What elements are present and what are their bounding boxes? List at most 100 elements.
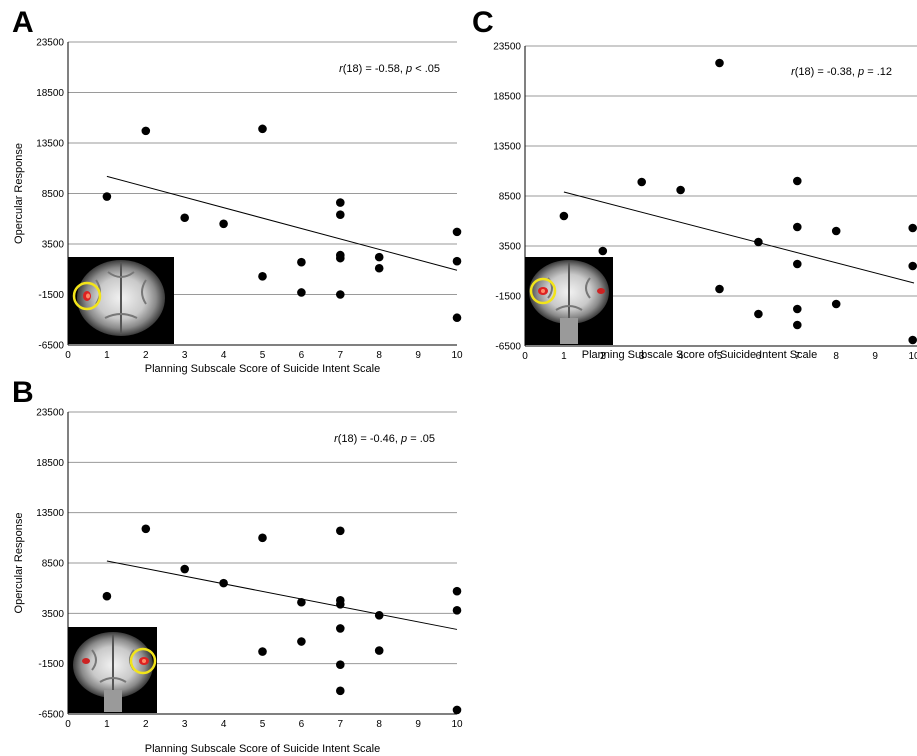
x-tick-label: 4	[221, 350, 227, 361]
x-tick-label: 2	[600, 351, 606, 362]
x-tick-label: 2	[143, 350, 149, 361]
data-point	[336, 599, 345, 609]
data-point	[754, 237, 763, 247]
data-point	[908, 335, 917, 345]
data-point	[141, 126, 151, 136]
data-point	[452, 227, 462, 237]
annotation-r: r	[334, 433, 339, 445]
data-point	[102, 192, 112, 201]
y-tick-label: 18500	[36, 458, 64, 469]
data-point	[180, 564, 189, 574]
y-tick-label: -1500	[495, 292, 521, 303]
y-tick-label: 13500	[493, 142, 521, 153]
data-point	[374, 646, 384, 655]
y-tick-label: 13500	[36, 508, 64, 519]
panel-letter-c: C	[472, 6, 494, 39]
x-axis-label: Planning Subscale Score of Suicide Inten…	[145, 363, 380, 375]
annotation-r-rest: (18) = -0.58,	[343, 63, 406, 75]
data-point	[793, 259, 802, 269]
y-tick-label: -6500	[495, 342, 521, 353]
y-axis-label: Opercular Response	[13, 143, 25, 244]
x-tick-label: 7	[338, 350, 344, 361]
annotation-p: p	[405, 63, 412, 75]
annotation-r: r	[339, 63, 344, 75]
data-point	[831, 226, 841, 236]
data-point	[754, 309, 763, 319]
x-tick-label: 5	[260, 719, 266, 730]
data-point	[793, 222, 802, 232]
data-point	[258, 533, 267, 543]
highlight-circle-c	[529, 277, 557, 305]
x-tick-label: 8	[376, 719, 382, 730]
data-point	[336, 526, 345, 536]
data-point	[336, 198, 345, 207]
y-tick-label: 13500	[36, 139, 64, 150]
annotation-p: p	[857, 66, 864, 78]
x-tick-label: 3	[639, 351, 645, 362]
data-point	[715, 58, 724, 68]
x-tick-label: 5	[260, 350, 266, 361]
highlight-circle-b	[129, 647, 157, 675]
x-tick-label: 10	[908, 351, 917, 362]
scatter-panel-c: -6500 -1500 3500 8500 13500 18500 23500 0 1 2 3 4 5 6…	[493, 42, 917, 362]
data-point	[336, 686, 345, 696]
data-point	[374, 252, 384, 262]
data-point	[452, 705, 462, 715]
data-point	[452, 586, 462, 596]
x-tick-label: 6	[756, 351, 762, 362]
y-tick-label: 3500	[42, 609, 65, 620]
data-point	[336, 253, 345, 263]
x-tick-label: 4	[678, 351, 684, 362]
x-tick-label: 4	[221, 719, 227, 730]
data-point	[908, 261, 917, 271]
data-point	[452, 256, 462, 266]
data-point	[336, 210, 345, 220]
y-tick-label: 8500	[499, 192, 522, 203]
x-tick-label: 3	[182, 350, 188, 361]
data-point	[102, 591, 112, 601]
data-point	[559, 211, 569, 221]
x-tick-label: 10	[451, 719, 463, 730]
y-tick-label: 23500	[493, 42, 521, 53]
x-tick-label: 5	[717, 351, 723, 362]
data-point	[336, 290, 345, 299]
x-tick-label: 0	[65, 719, 71, 730]
x-tick-label: 7	[795, 351, 801, 362]
scatter-panel-b: -6500 -1500 3500 8500 13500 18500 23500 0 1 2 3 4 5 6…	[13, 408, 463, 756]
x-tick-label: 9	[415, 719, 421, 730]
annotation-p: p	[400, 433, 407, 445]
x-tick-label: 1	[104, 719, 110, 730]
x-axis-label: Planning Subscale Score of Suicide Inten…	[145, 743, 380, 755]
panel-letter-b: B	[12, 376, 34, 409]
y-tick-label: -6500	[38, 341, 64, 352]
data-point	[141, 524, 151, 534]
y-tick-label: 3500	[42, 240, 65, 251]
correlation-annotation: r(18) = -0.38, p = .12	[791, 66, 892, 78]
y-tick-label: -1500	[38, 659, 64, 670]
data-point	[297, 257, 306, 267]
data-point	[374, 263, 384, 273]
data-point	[336, 660, 345, 669]
data-point	[715, 284, 724, 294]
data-point	[793, 304, 802, 314]
data-point	[452, 606, 462, 615]
data-point	[219, 219, 228, 229]
regression-line	[106, 175, 458, 271]
data-point	[908, 223, 917, 233]
x-tick-label: 10	[451, 350, 463, 361]
y-tick-label: 18500	[493, 92, 521, 103]
y-tick-label: 8500	[42, 189, 65, 200]
data-point	[180, 213, 189, 223]
x-tick-label: 3	[182, 719, 188, 730]
y-tick-label: 3500	[499, 242, 522, 253]
annotation-p-rest: = .05	[407, 433, 435, 445]
data-point	[793, 176, 802, 186]
data-point	[219, 578, 228, 588]
x-tick-label: 7	[338, 719, 344, 730]
y-tick-label: -1500	[38, 290, 64, 301]
data-point	[297, 637, 306, 646]
scatter-panel-a: -6500 -1500 3500 8500 13500 18500 23500 0 1 2 3 4 5 6…	[13, 38, 463, 376]
correlation-annotation: r(18) = -0.58, p < .05	[339, 63, 440, 75]
data-point	[793, 320, 802, 330]
